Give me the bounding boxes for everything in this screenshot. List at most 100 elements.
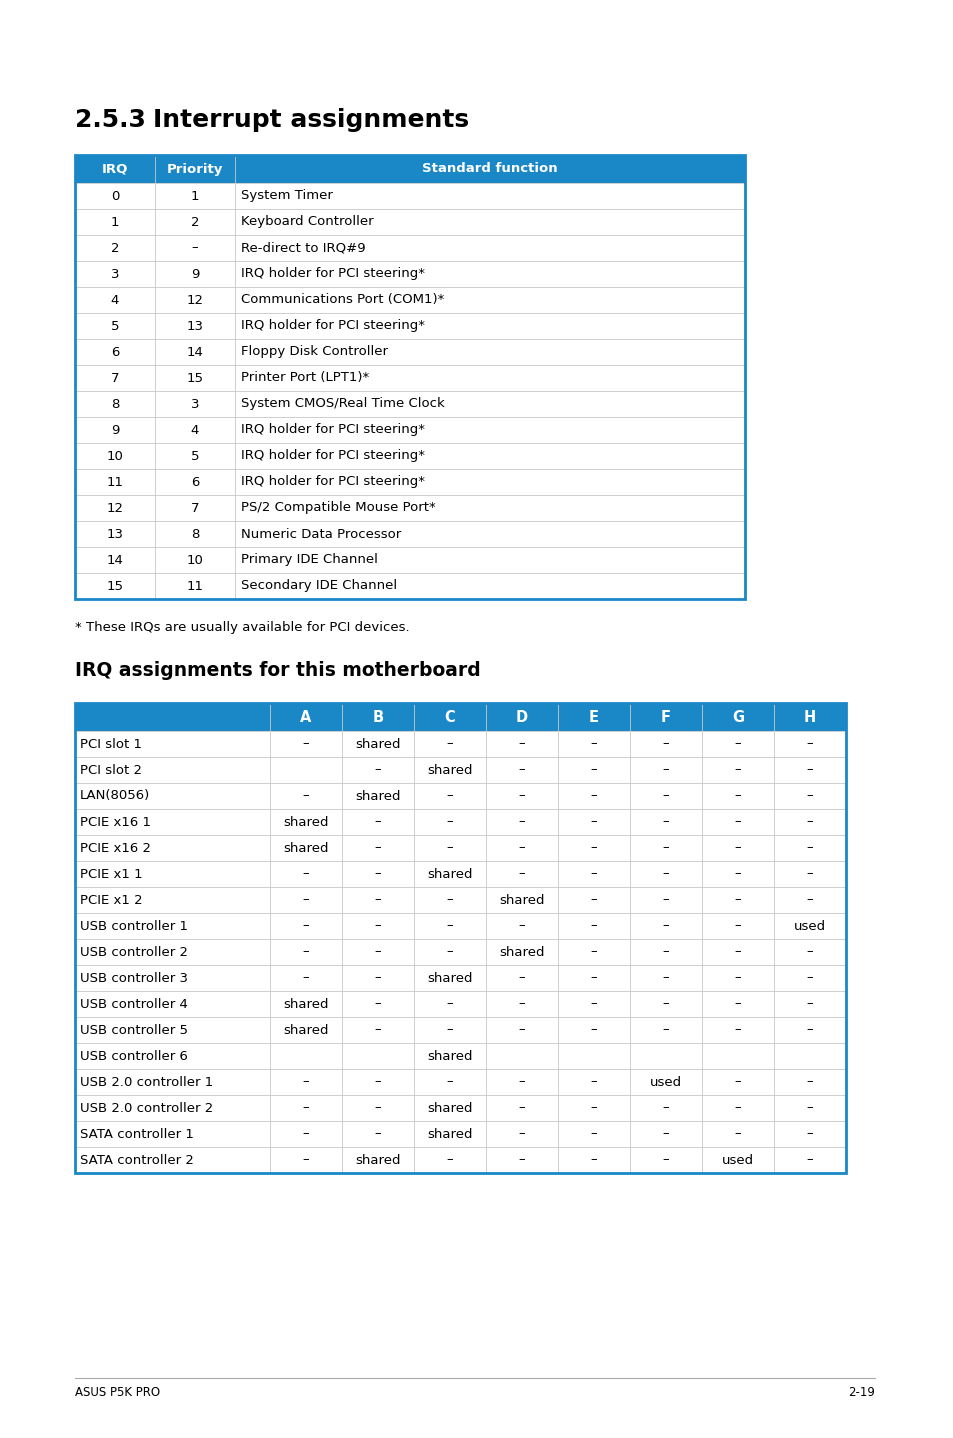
Bar (270, 1148, 341, 1173)
Text: used: used (721, 1153, 753, 1166)
Bar (75, 313, 154, 339)
Text: –: – (518, 867, 525, 880)
Text: –: – (662, 867, 669, 880)
Text: PCIE x1 2: PCIE x1 2 (80, 893, 143, 906)
Bar (485, 939, 558, 965)
Bar (75, 861, 270, 887)
Text: PCI slot 2: PCI slot 2 (80, 764, 142, 777)
Text: –: – (302, 1102, 309, 1114)
Text: 12: 12 (107, 502, 123, 515)
Text: –: – (662, 815, 669, 828)
Text: –: – (302, 1153, 309, 1166)
Bar (485, 810, 558, 835)
Text: used: used (649, 1076, 681, 1089)
Bar (629, 991, 701, 1017)
Bar (75, 365, 154, 391)
Text: –: – (662, 841, 669, 854)
Text: SATA controller 1: SATA controller 1 (80, 1127, 193, 1140)
Bar (75, 572, 154, 600)
Bar (234, 339, 744, 365)
Bar (414, 731, 485, 756)
Text: –: – (446, 919, 453, 932)
Text: –: – (734, 972, 740, 985)
Text: –: – (302, 789, 309, 802)
Bar (701, 756, 773, 784)
Bar (558, 965, 629, 991)
Text: –: – (734, 1024, 740, 1037)
Text: IRQ holder for PCI steering*: IRQ holder for PCI steering* (241, 450, 424, 463)
Text: 8: 8 (111, 397, 119, 410)
Bar (75, 339, 154, 365)
Bar (414, 913, 485, 939)
Bar (341, 1017, 414, 1043)
Bar (75, 183, 154, 209)
Bar (701, 965, 773, 991)
Text: –: – (302, 738, 309, 751)
Text: D: D (516, 709, 528, 725)
Bar (701, 835, 773, 861)
Text: –: – (375, 893, 381, 906)
Text: –: – (375, 815, 381, 828)
Bar (414, 703, 485, 731)
Bar (234, 469, 744, 495)
Bar (154, 546, 234, 572)
Text: –: – (590, 1076, 597, 1089)
Text: 6: 6 (111, 345, 119, 358)
Bar (75, 1068, 270, 1094)
Text: –: – (590, 1024, 597, 1037)
Text: –: – (662, 998, 669, 1011)
Bar (485, 965, 558, 991)
Bar (154, 572, 234, 600)
Bar (414, 1148, 485, 1173)
Text: –: – (375, 972, 381, 985)
Text: –: – (806, 1153, 813, 1166)
Bar (414, 991, 485, 1017)
Bar (234, 546, 744, 572)
Bar (75, 939, 270, 965)
Text: –: – (734, 1127, 740, 1140)
Text: 2-19: 2-19 (847, 1386, 874, 1399)
Text: –: – (302, 867, 309, 880)
Bar (485, 887, 558, 913)
Text: 15: 15 (107, 580, 123, 592)
Bar (341, 939, 414, 965)
Bar (485, 1017, 558, 1043)
Text: –: – (375, 1102, 381, 1114)
Bar (341, 731, 414, 756)
Bar (773, 913, 845, 939)
Bar (701, 784, 773, 810)
Bar (75, 288, 154, 313)
Text: –: – (446, 738, 453, 751)
Text: 10: 10 (187, 554, 203, 567)
Bar (341, 887, 414, 913)
Text: –: – (734, 789, 740, 802)
Bar (75, 262, 154, 288)
Text: 3: 3 (191, 397, 199, 410)
Text: –: – (446, 998, 453, 1011)
Text: USB 2.0 controller 1: USB 2.0 controller 1 (80, 1076, 213, 1089)
Bar (629, 810, 701, 835)
Bar (154, 469, 234, 495)
Text: Primary IDE Channel: Primary IDE Channel (241, 554, 377, 567)
Text: 7: 7 (191, 502, 199, 515)
Bar (558, 991, 629, 1017)
Bar (558, 861, 629, 887)
Text: –: – (192, 242, 198, 255)
Bar (629, 965, 701, 991)
Text: Keyboard Controller: Keyboard Controller (241, 216, 374, 229)
Text: G: G (731, 709, 743, 725)
Bar (270, 939, 341, 965)
Bar (234, 155, 744, 183)
Bar (558, 1122, 629, 1148)
Bar (701, 810, 773, 835)
Bar (234, 495, 744, 521)
Bar (773, 991, 845, 1017)
Bar (341, 1122, 414, 1148)
Text: 2: 2 (191, 216, 199, 229)
Text: –: – (518, 1076, 525, 1089)
Bar (270, 731, 341, 756)
Text: PCI slot 1: PCI slot 1 (80, 738, 142, 751)
Bar (558, 835, 629, 861)
Text: used: used (793, 919, 825, 932)
Text: shared: shared (283, 815, 329, 828)
